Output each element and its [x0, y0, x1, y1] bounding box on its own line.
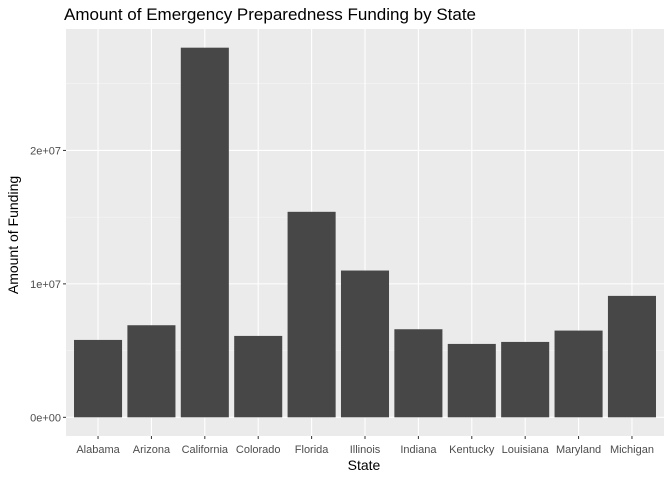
x-tick-label: Florida	[295, 444, 330, 456]
x-tick-label: Louisiana	[502, 444, 550, 456]
x-tick-label: Arizona	[133, 444, 171, 456]
x-tick-label: California	[182, 444, 229, 456]
x-tick-label: Indiana	[400, 444, 437, 456]
x-axis-title: State	[348, 457, 381, 473]
x-tick-label: Illinois	[350, 444, 381, 456]
x-tick-label: Alabama	[76, 444, 120, 456]
bar-louisiana	[501, 341, 550, 418]
bar-michigan	[607, 295, 656, 418]
y-tick-label: 2e+07	[30, 145, 61, 157]
bar-indiana	[394, 329, 443, 418]
bar-colorado	[234, 335, 283, 418]
x-tick-label: Maryland	[556, 444, 601, 456]
bar-florida	[287, 211, 336, 418]
bar-california	[180, 47, 229, 418]
y-tick-label: 0e+00	[30, 412, 61, 424]
bar-arizona	[127, 325, 176, 418]
x-tick-label: Michigan	[610, 444, 654, 456]
bar-illinois	[340, 270, 390, 418]
y-axis: 0e+00 1e+07 2e+07	[30, 145, 66, 424]
bar-maryland	[554, 330, 603, 418]
x-tick-label: Kentucky	[449, 444, 495, 456]
bar-alabama	[74, 339, 123, 418]
bar-kentucky	[447, 343, 496, 418]
chart-title: Amount of Emergency Preparedness Funding…	[64, 5, 476, 24]
x-tick-label: Colorado	[236, 444, 281, 456]
y-axis-title: Amount of Funding	[5, 176, 21, 294]
x-axis: Alabama Arizona California Colorado Florida I…	[76, 436, 654, 456]
bars	[74, 47, 656, 418]
y-tick-label: 1e+07	[30, 279, 61, 291]
